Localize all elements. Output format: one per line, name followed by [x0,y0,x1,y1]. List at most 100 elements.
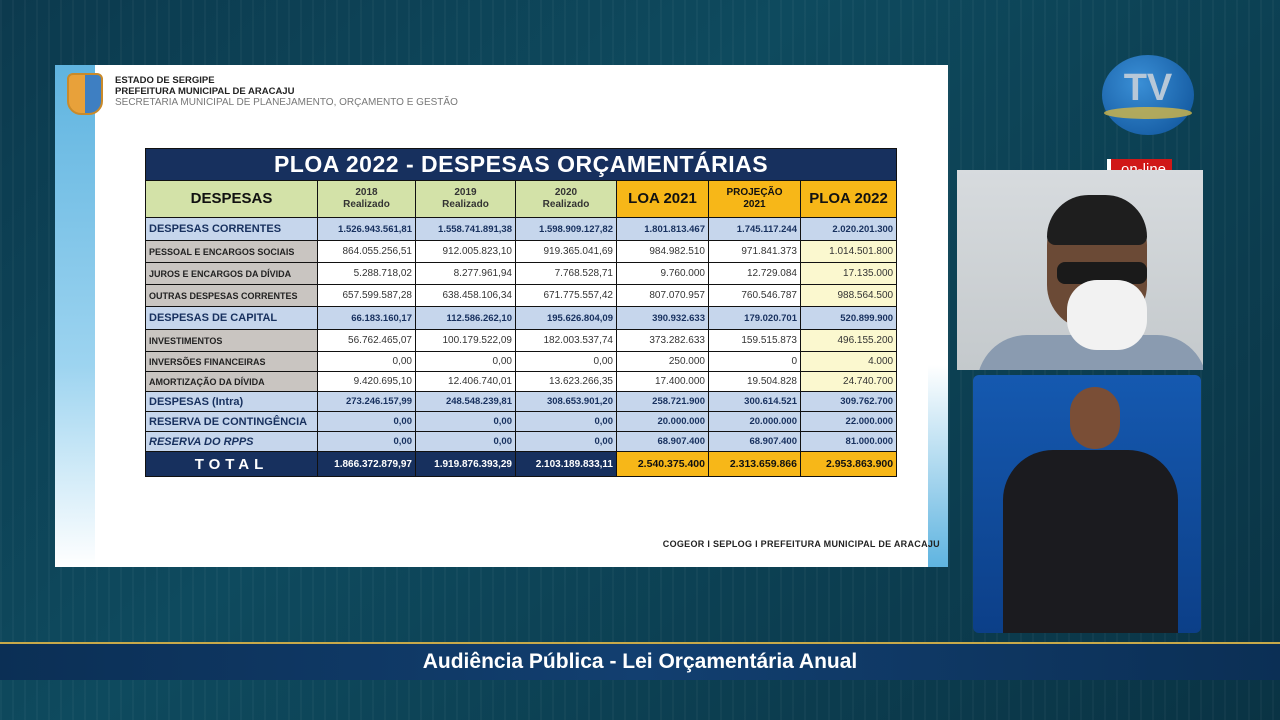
cell-value: 250.000 [616,351,709,372]
table-row: PESSOAL E ENCARGOS SOCIAIS 864.055.256,51… [145,240,898,263]
row-label: DESPESAS CORRENTES [145,217,318,241]
cell-value: 0,00 [317,411,416,432]
row-label: OUTRAS DESPESAS CORRENTES [145,284,318,307]
table-row: DESPESAS (Intra) 273.246.157,99 248.548.23… [145,391,898,412]
cell-value: 0,00 [515,431,617,452]
tv-logo-text: TV [1123,67,1173,109]
total-label: TOTAL [145,451,318,477]
row-label: RESERVA DE CONTINGÊNCIA [145,411,318,432]
cell-value: 988.564.500 [799,284,898,307]
row-label: INVESTIMENTOS [145,329,318,352]
cell-value: 373.282.633 [616,329,709,352]
table-row: RESERVA DO RPPS 0,00 0,00 0,00 68.907.400 68.… [145,431,898,452]
row-label: JUROS E ENCARGOS DA DÍVIDA [145,262,318,285]
cell-value: 9.420.695,10 [317,371,416,392]
cell-value: 671.775.557,42 [515,284,617,307]
column-header-label: 2020 [554,187,578,198]
cell-value: 258.721.900 [616,391,709,412]
column-header: PLOA 2022 [799,180,898,218]
cell-value: 919.365.041,69 [515,240,617,263]
table-row: INVESTIMENTOS 56.762.465,07 100.179.522,09… [145,329,898,352]
cell-value: 864.055.256,51 [317,240,416,263]
cell-value: 2.020.201.300 [799,217,898,241]
table-row: AMORTIZAÇÃO DA DÍVIDA 9.420.695,10 12.406.… [145,371,898,392]
total-row: TOTAL 1.866.372.879,97 1.919.876.393,29 2.1… [145,451,898,477]
column-header-label: PLOA 2022 [809,190,888,207]
cell-value: 20.000.000 [616,411,709,432]
cell-value: 760.546.787 [708,284,801,307]
row-label: PESSOAL E ENCARGOS SOCIAIS [145,240,318,263]
cell-value: 68.907.400 [616,431,709,452]
table-row: DESPESAS DE CAPITAL 66.183.160,17 112.586.… [145,306,898,330]
cell-value: 81.000.000 [799,431,898,452]
header-state: ESTADO DE SERGIPE [115,75,215,86]
total-value: 2.540.375.400 [616,451,709,477]
table-row: INVERSÕES FINANCEIRAS 0,00 0,00 0,00 250.000… [145,351,898,372]
total-value: 2.103.189.833,11 [515,451,617,477]
cell-value: 66.183.160,17 [317,306,416,330]
cell-value: 984.982.510 [616,240,709,263]
cell-value: 22.000.000 [799,411,898,432]
cell-value: 17.135.000 [799,262,898,285]
cell-value: 1.014.501.800 [799,240,898,263]
cell-value: 13.623.266,35 [515,371,617,392]
cell-value: 7.768.528,71 [515,262,617,285]
cell-value: 309.762.700 [799,391,898,412]
total-value: 1.866.372.879,97 [317,451,416,477]
cell-value: 0,00 [317,351,416,372]
cell-value: 971.841.373 [708,240,801,263]
cell-value: 12.729.084 [708,262,801,285]
column-header-label: Realizado [442,199,489,210]
column-header-label: Realizado [343,199,390,210]
total-value: 2.953.863.900 [799,451,898,477]
cell-value: 195.626.804,09 [515,306,617,330]
row-label: DESPESAS (Intra) [145,391,318,412]
cell-value: 12.406.740,01 [415,371,516,392]
cell-value: 1.526.943.561,81 [317,217,416,241]
column-header: 2020 Realizado [515,180,617,218]
row-label: AMORTIZAÇÃO DA DÍVIDA [145,371,318,392]
column-header-label: 2019 [454,187,477,198]
cell-value: 273.246.157,99 [317,391,416,412]
cell-value: 17.400.000 [616,371,709,392]
cell-value: 0,00 [415,431,516,452]
cell-value: 182.003.537,74 [515,329,617,352]
sign-language-interpreter-video [973,375,1201,633]
cell-value: 68.907.400 [708,431,801,452]
header-secretaria: SECRETARIA MUNICIPAL DE PLANEJAMENTO, OR… [115,97,458,108]
speaker-video [957,170,1203,370]
cell-value: 159.515.873 [708,329,801,352]
column-header: LOA 2021 [616,180,709,218]
table-row: DESPESAS CORRENTES 1.526.943.561,81 1.558.… [145,217,898,241]
cell-value: 0,00 [317,431,416,452]
slide-accent [55,65,95,567]
column-header: 2019 Realizado [415,180,516,218]
column-header: PROJEÇÃO 2021 [708,180,801,218]
table-row: OUTRAS DESPESAS CORRENTES 657.599.587,28 6… [145,284,898,307]
cell-value: 807.070.957 [616,284,709,307]
aracaju-crest-logo [67,73,103,115]
banner-title: Audiência Pública - Lei Orçamentária Anu… [422,650,858,673]
cell-value: 300.614.521 [708,391,801,412]
row-label: RESERVA DO RPPS [145,431,318,452]
budget-table: PLOA 2022 - DESPESAS ORÇAMENTÁRIAS DESPE… [144,148,898,477]
column-header-label: 2018 [355,187,378,198]
column-header-label: 2021 [743,199,766,210]
cell-value: 0,00 [415,411,516,432]
lower-third-banner: Audiência Pública - Lei Orçamentária Anu… [0,642,1280,680]
table-row: RESERVA DE CONTINGÊNCIA 0,00 0,00 0,00 20.00… [145,411,898,432]
cell-value: 8.277.961,94 [415,262,516,285]
cell-value: 520.899.900 [799,306,898,330]
table-row: JUROS E ENCARGOS DA DÍVIDA 5.288.718,02 8.… [145,262,898,285]
cell-value: 100.179.522,09 [415,329,516,352]
cell-value: 0 [708,351,801,372]
cell-value: 638.458.106,34 [415,284,516,307]
cell-value: 308.653.901,20 [515,391,617,412]
cell-value: 0,00 [415,351,516,372]
cell-value: 179.020.701 [708,306,801,330]
slide-header: ESTADO DE SERGIPE PREFEITURA MUNICIPAL D… [115,75,458,108]
header-prefeitura: PREFEITURA MUNICIPAL DE ARACAJU [115,86,295,97]
row-label: DESPESAS DE CAPITAL [145,306,318,330]
cell-value: 657.599.587,28 [317,284,416,307]
cell-value: 496.155.200 [799,329,898,352]
